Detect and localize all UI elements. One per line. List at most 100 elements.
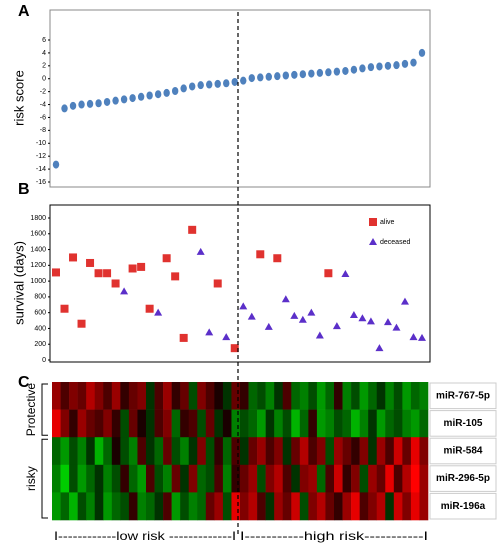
heatmap-cell [393,409,403,438]
heatmap-cell [248,409,258,438]
heatmap-cell [291,464,301,493]
heatmap-cell [402,409,412,438]
heatmap-cell [342,437,352,466]
heatmap-cell [393,492,403,521]
row-label: miR-105 [444,418,483,429]
heatmap-cell [240,437,249,466]
heatmap-cell [146,464,155,493]
heatmap-cell [316,409,326,438]
heatmap-cell [419,437,429,466]
heatmap-cell [299,382,309,410]
risk-point [257,73,264,82]
heatmap-cell [257,382,266,410]
heatmap-cell [325,409,335,438]
risk-point [240,76,247,85]
heatmap-cell [77,464,87,493]
heatmap-cell [351,492,360,521]
heatmap-cell [265,437,275,466]
heatmap-cell [248,382,258,410]
heatmap-cell [308,437,318,466]
risk-point [350,65,358,74]
deceased-point [383,318,392,326]
heatmap-cell [265,409,275,438]
heatmap-cell [393,382,403,410]
heatmap-cell [325,437,335,466]
heatmap-cell [52,409,61,438]
deceased-point [409,333,418,341]
heatmap-cell [368,492,378,521]
heatmap-cell [368,382,378,410]
heatmap-cell [154,464,164,493]
risk-point [171,86,179,95]
heatmap-cell [410,492,420,521]
heatmap-cell [248,492,258,521]
heatmap-cell [222,492,232,521]
heatmap-cell [154,382,164,410]
alive-point [256,250,265,259]
alive-point [103,269,112,278]
alive-point [60,304,69,313]
heatmap-cell [120,382,130,410]
risk-point [410,58,417,67]
heatmap-cell [402,437,412,466]
heatmap-cell [128,492,138,521]
risk-point [274,72,281,81]
heatmap-cell [334,437,343,466]
y-axis-label: risk score [11,70,26,126]
risk-point [137,92,145,101]
row-label-box [429,437,497,465]
heatmap-cell [359,437,369,466]
heatmap-cell [316,492,326,521]
y-tick-label: -8 [40,127,46,134]
heatmap-cell [240,464,249,493]
alive-point [162,254,171,263]
y-tick-label: 0 [42,357,46,364]
heatmap-cell [385,437,395,466]
heatmap-cell [137,382,147,410]
heatmap-cell [257,409,266,438]
heatmap-cell [342,464,352,493]
risk-point [78,100,85,109]
heatmap-cell [376,437,386,466]
heatmap-cell [351,464,360,493]
heatmap-cell [419,492,429,521]
y-tick-label: 1400 [30,246,46,253]
heatmap-cell [342,492,352,521]
deceased-point [239,302,248,310]
heatmap-cell [205,382,215,410]
heatmap-cell [146,382,155,410]
heatmap-cell [60,437,70,466]
legend-label: deceased [380,239,410,246]
heatmap-cell [111,437,121,466]
heatmap-cell [163,382,172,410]
risk-point [197,81,204,90]
y-tick-label: 800 [34,294,46,301]
heatmap-cell [274,437,284,466]
y-tick-label: 2 [42,63,46,70]
heatmap-cell [231,382,241,410]
heatmap-cell [376,382,386,410]
risk-point [401,59,409,68]
heatmap-cell [120,464,130,493]
heatmap-cell [154,409,164,438]
heatmap-cell [274,382,284,410]
panel-label: A [18,3,30,20]
heatmap-cell [146,437,155,466]
heatmap-cell [111,382,121,410]
heatmap-cell [128,437,138,466]
risk-point [180,84,187,93]
panel-label: C [18,374,30,391]
heatmap-cell [402,382,412,410]
heatmap-cell [334,464,343,493]
risk-point [376,62,383,71]
alive-point [213,279,222,288]
heatmap-cell [171,437,181,466]
heatmap-cell [77,437,87,466]
heatmap-cell [171,409,181,438]
heatmap-cell [385,382,395,410]
alive-point [230,344,239,353]
heatmap-cell [265,382,275,410]
heatmap-cell [393,437,403,466]
heatmap-cell [214,409,224,438]
